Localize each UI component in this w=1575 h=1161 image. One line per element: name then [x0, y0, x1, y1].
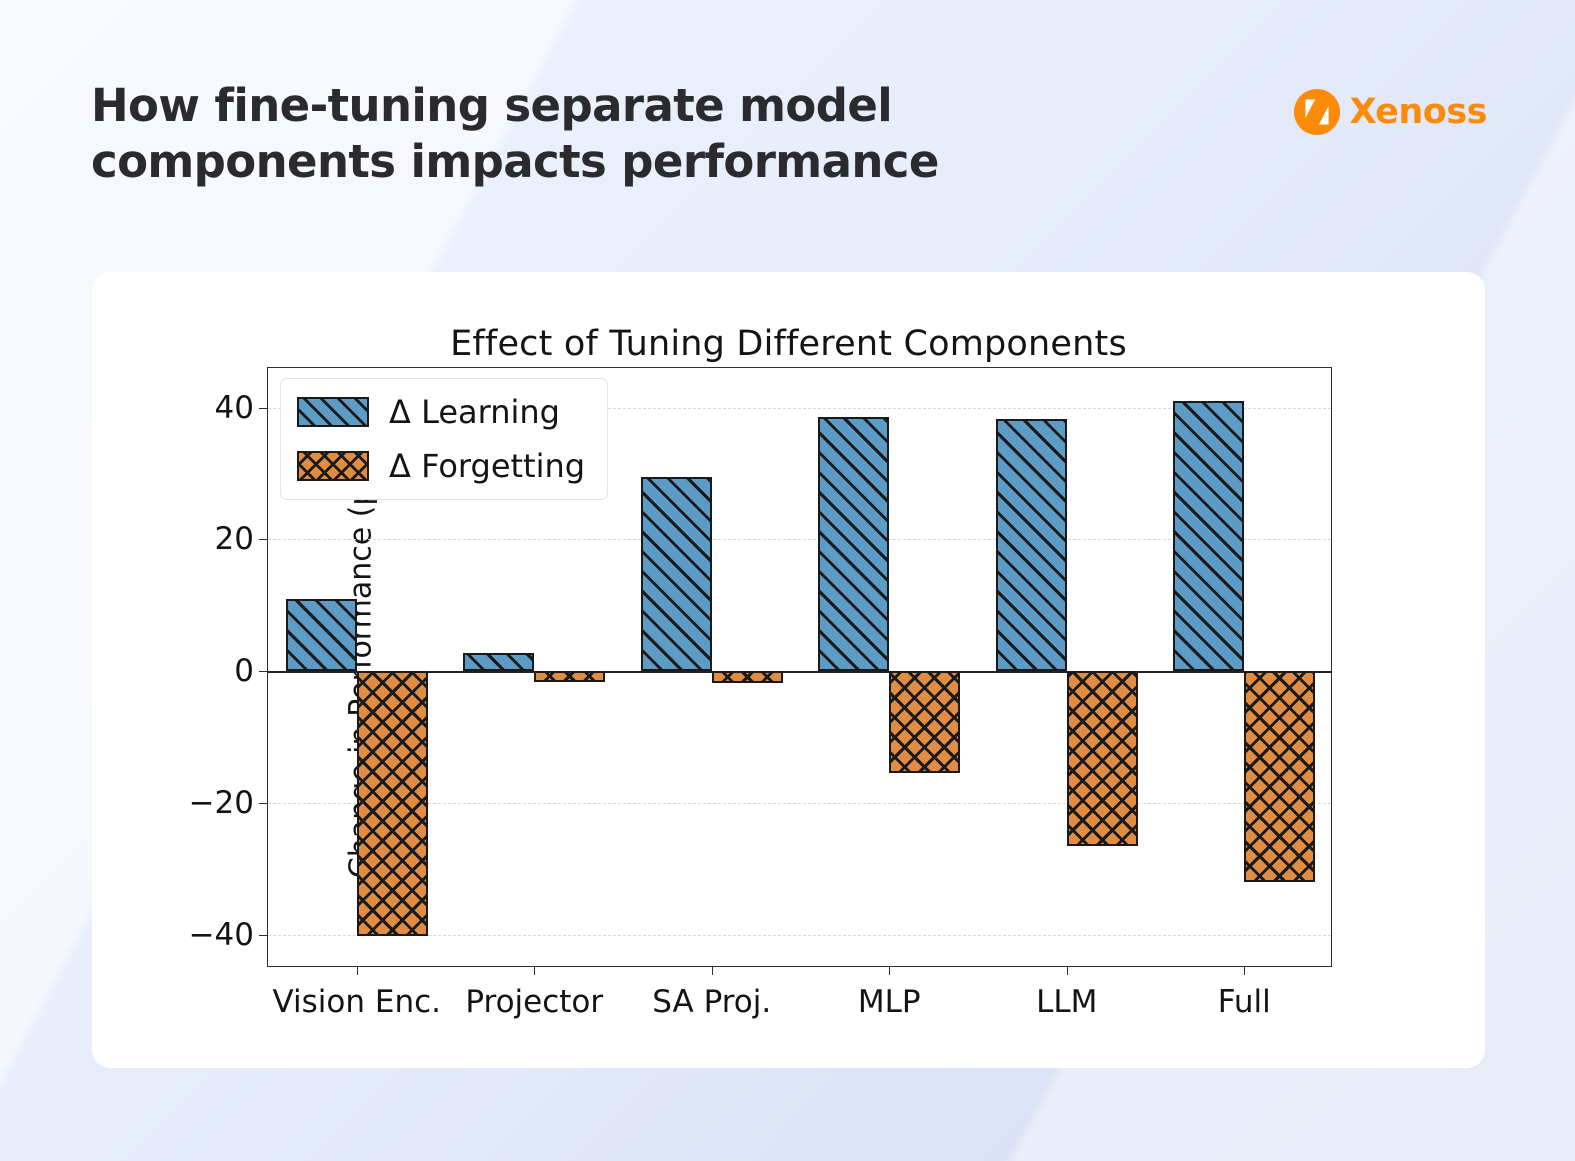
- bar-learning: [463, 652, 535, 672]
- xenoss-logo-icon: [1293, 88, 1340, 136]
- x-tick-label: SA Proj.: [652, 984, 772, 1020]
- legend-label-learning: Δ Learning: [389, 393, 560, 431]
- bar-learning: [640, 476, 712, 672]
- x-tick-mark: [534, 966, 536, 975]
- x-tick-mark: [1244, 966, 1246, 975]
- y-tick-label: −20: [188, 785, 254, 822]
- x-tick-mark: [356, 966, 358, 975]
- legend-swatch-learning: [297, 397, 369, 427]
- bar-forgetting: [356, 671, 428, 937]
- bar-learning: [995, 419, 1067, 672]
- y-tick-label: 0: [234, 653, 254, 690]
- plot-axes: Change in Performance (pp) 40 20 0 −20 −40 V…: [189, 367, 1332, 1020]
- x-tick-label: Projector: [465, 984, 604, 1020]
- brand-logo: Xenoss: [1293, 88, 1488, 136]
- bar-forgetting: [711, 671, 783, 684]
- y-tick-label: 40: [214, 389, 254, 426]
- gridline: [268, 407, 1331, 409]
- x-tick-label: MLP: [857, 984, 921, 1020]
- gridline: [268, 539, 1331, 541]
- x-tick-mark: [711, 966, 713, 975]
- y-tick-mark: [259, 407, 268, 409]
- legend-item-learning: Δ Learning: [297, 393, 585, 431]
- chart-card: Effect of Tuning Different Components Ch…: [92, 272, 1485, 1068]
- bar-learning: [818, 416, 890, 672]
- bar-learning: [1173, 400, 1245, 672]
- y-tick-mark: [259, 671, 268, 673]
- chart-figure: Effect of Tuning Different Components Ch…: [92, 272, 1485, 1068]
- legend-label-forgetting: Δ Forgetting: [389, 447, 586, 485]
- brand-name: Xenoss: [1349, 91, 1488, 132]
- y-tick-mark: [259, 803, 268, 805]
- y-tick-mark: [259, 935, 268, 937]
- bar-forgetting: [534, 671, 606, 682]
- gridline: [268, 935, 1331, 937]
- zero-line: [268, 671, 1331, 674]
- page-title: How fine-tuning separate model component…: [91, 79, 939, 188]
- bar-learning: [285, 598, 357, 672]
- x-tick-label: LLM: [1036, 984, 1098, 1020]
- y-tick-label: 20: [214, 521, 254, 558]
- x-tick-label: Vision Enc.: [272, 984, 442, 1020]
- chart-title: Effect of Tuning Different Components: [450, 324, 1127, 364]
- x-tick-label: Full: [1217, 984, 1271, 1020]
- bar-forgetting: [889, 671, 961, 774]
- y-tick-label: −40: [188, 917, 254, 954]
- bar-forgetting: [1066, 671, 1138, 846]
- x-tick-mark: [1066, 966, 1068, 975]
- bar-forgetting: [1244, 671, 1316, 883]
- gridline: [268, 803, 1331, 805]
- chart-legend: Δ Learning Δ Forgetting: [280, 378, 609, 500]
- legend-swatch-forgetting: [297, 451, 369, 481]
- x-tick-mark: [889, 966, 891, 975]
- y-tick-mark: [259, 539, 268, 541]
- legend-item-forgetting: Δ Forgetting: [297, 447, 585, 485]
